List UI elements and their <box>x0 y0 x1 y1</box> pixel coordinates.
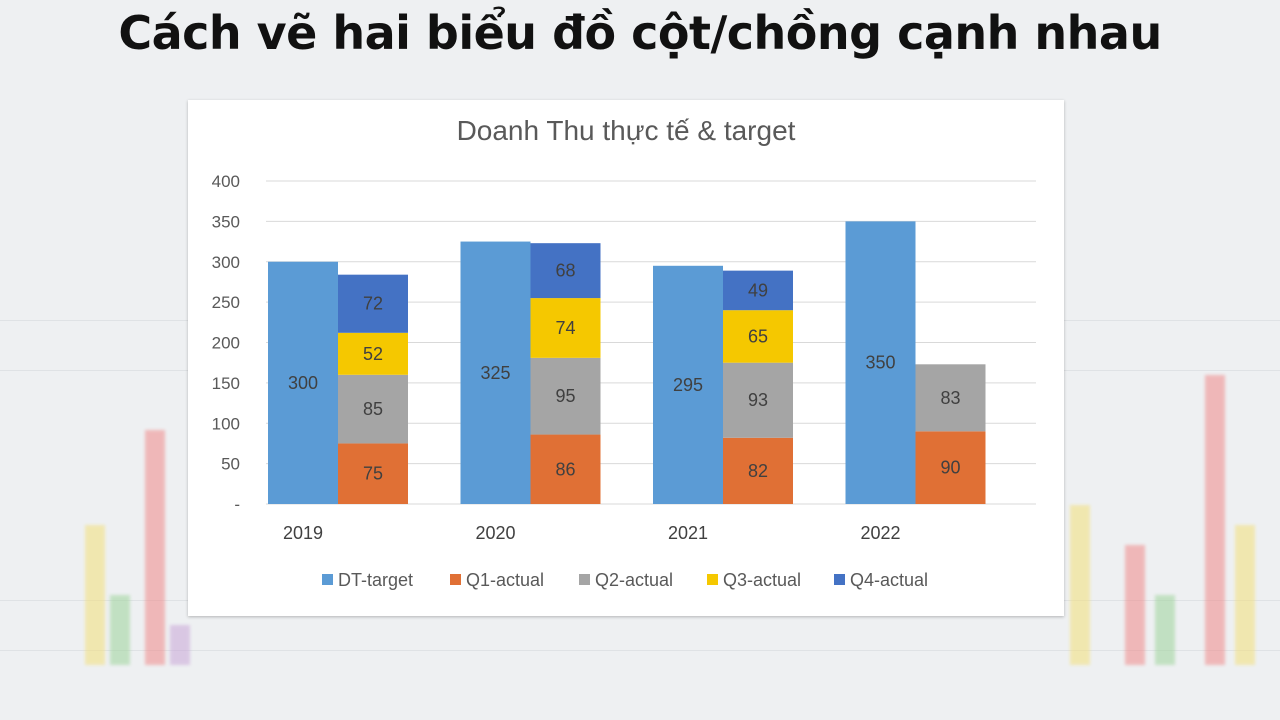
data-label: 95 <box>555 386 575 406</box>
bar-q1-actual <box>530 434 601 504</box>
data-label: 93 <box>748 390 768 410</box>
x-category-label: 2021 <box>668 523 708 543</box>
y-tick-label: 300 <box>212 253 240 272</box>
y-tick-label: 100 <box>212 414 240 433</box>
stacked-column-chart: Doanh Thu thực tế & target - 50 100 150 200 2… <box>212 115 1036 590</box>
data-label: 68 <box>555 261 575 281</box>
headline: Cách vẽ hai biểu đồ cột/chồng cạnh nhau <box>118 6 1162 60</box>
bar-q2-actual <box>915 364 986 432</box>
data-label: 65 <box>748 326 768 346</box>
data-label: 72 <box>363 294 383 314</box>
y-tick-label: - <box>234 495 240 514</box>
bar-dt-target <box>460 241 531 504</box>
data-label: 325 <box>480 363 510 383</box>
data-label: 295 <box>673 375 703 395</box>
legend-label: Q2-actual <box>595 570 673 590</box>
data-label: 52 <box>363 344 383 364</box>
bar-dt-target <box>845 221 916 504</box>
data-label: 49 <box>748 280 768 300</box>
bar-q2-actual <box>723 362 793 438</box>
bar-q3-actual <box>723 310 793 363</box>
legend-label: DT-target <box>338 570 413 590</box>
data-label: 300 <box>288 373 318 393</box>
bar-q1-actual <box>723 437 793 504</box>
legend-swatch <box>579 574 590 585</box>
x-category-label: 2020 <box>475 523 515 543</box>
legend-label: Q1-actual <box>466 570 544 590</box>
bar-q1-actual <box>338 443 408 504</box>
x-category-label: 2022 <box>860 523 900 543</box>
y-tick-label: 150 <box>212 374 240 393</box>
y-tick-label: 250 <box>212 293 240 312</box>
legend-swatch <box>450 574 461 585</box>
x-category-label: 2019 <box>283 523 323 543</box>
data-label: 350 <box>865 353 895 373</box>
legend-swatch <box>707 574 718 585</box>
bar-q2-actual <box>338 374 408 444</box>
data-label: 85 <box>363 399 383 419</box>
bar-q4-actual <box>530 243 601 299</box>
y-tick-label: 400 <box>212 172 240 191</box>
bar-q2-actual <box>530 357 601 435</box>
data-label: 82 <box>748 461 768 481</box>
bar-q3-actual <box>338 332 408 375</box>
data-label: 86 <box>555 459 575 479</box>
data-label: 90 <box>940 458 960 478</box>
y-tick-label: 200 <box>212 334 240 353</box>
bar-q1-actual <box>915 431 986 504</box>
chart-title: Doanh Thu thực tế & target <box>457 115 796 146</box>
bar-dt-target <box>653 265 723 504</box>
legend-swatch <box>834 574 845 585</box>
bar-dt-target <box>268 261 338 504</box>
bar-q3-actual <box>530 298 601 358</box>
bar-q4-actual <box>338 274 408 333</box>
data-label: 83 <box>940 388 960 408</box>
y-tick-label: 350 <box>212 212 240 231</box>
data-label: 75 <box>363 464 383 484</box>
chart-card: Doanh Thu thực tế & target - 50 100 150 200 2… <box>188 100 1064 616</box>
legend-label: Q3-actual <box>723 570 801 590</box>
data-label: 74 <box>555 318 575 338</box>
legend-swatch <box>322 574 333 585</box>
bar-q4-actual <box>723 270 793 311</box>
legend-label: Q4-actual <box>850 570 928 590</box>
y-tick-label: 50 <box>221 455 240 474</box>
